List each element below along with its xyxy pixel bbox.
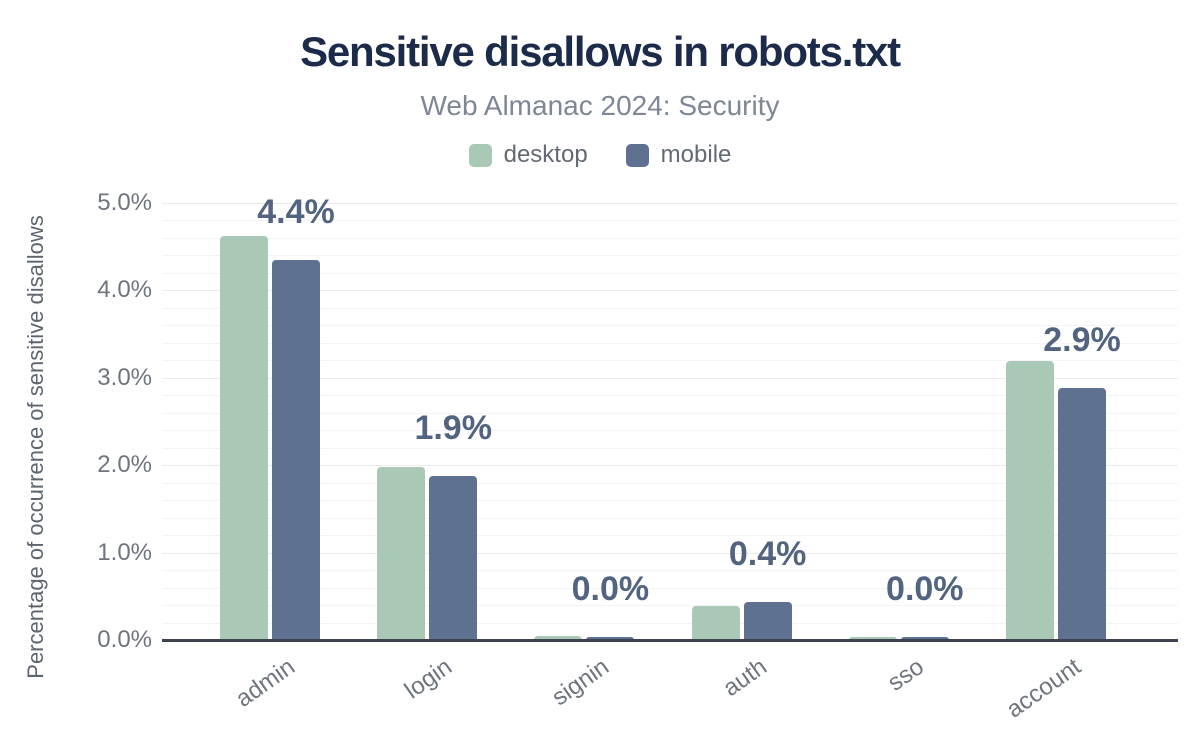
y-tick-label: 5.0% xyxy=(97,189,152,216)
x-label-account: account xyxy=(1001,653,1086,724)
value-label-signin: 0.0% xyxy=(571,570,650,609)
gridline-major xyxy=(162,465,1178,467)
gridline-major xyxy=(162,552,1178,554)
value-label-account: 2.9% xyxy=(1043,321,1121,360)
legend-item-desktop: desktop xyxy=(468,141,588,169)
bar-mobile-auth[interactable] xyxy=(743,601,792,640)
gridline-minor xyxy=(162,307,1178,309)
gridline-minor xyxy=(162,255,1178,257)
value-label-sso: 0.0% xyxy=(886,570,964,609)
legend: desktop mobile xyxy=(0,141,1200,169)
gridline-major xyxy=(162,377,1178,379)
x-label-login: login xyxy=(400,653,458,705)
gridline-minor xyxy=(162,447,1178,449)
x-label-admin: admin xyxy=(230,653,300,713)
legend-label-desktop: desktop xyxy=(503,141,588,168)
x-label-auth: auth xyxy=(717,653,772,703)
bar-desktop-signin[interactable] xyxy=(534,635,583,640)
x-axis-line xyxy=(162,639,1178,642)
bar-mobile-login[interactable] xyxy=(429,475,478,640)
y-tick-label: 4.0% xyxy=(97,276,152,304)
value-label-admin: 4.4% xyxy=(257,192,335,231)
x-label-sso: sso xyxy=(882,653,929,697)
legend-swatch-desktop-icon xyxy=(468,143,492,167)
bar-mobile-sso[interactable] xyxy=(900,637,949,640)
gridline-minor xyxy=(162,500,1178,502)
legend-swatch-mobile-icon xyxy=(625,143,649,167)
gridline-minor xyxy=(162,395,1178,397)
gridline-minor xyxy=(162,535,1178,537)
gridline-minor xyxy=(162,412,1178,414)
gridline-minor xyxy=(162,517,1178,519)
x-label-signin: signin xyxy=(547,653,615,712)
y-tick-label: 2.0% xyxy=(97,451,152,479)
chart-title: Sensitive disallows in robots.txt xyxy=(300,28,901,75)
gridline-major xyxy=(162,203,1178,204)
gridline-minor xyxy=(162,587,1178,589)
chart-subtitle: Web Almanac 2024: Security xyxy=(420,90,780,121)
gridline-minor xyxy=(162,360,1178,362)
gridline-minor xyxy=(162,272,1178,274)
gridline-minor xyxy=(162,570,1178,572)
value-label-auth: 0.4% xyxy=(728,534,807,573)
bar-mobile-account[interactable] xyxy=(1058,388,1106,640)
y-tick-label: 0.0% xyxy=(97,626,152,653)
gridline-minor xyxy=(162,220,1178,222)
y-tick-label: 3.0% xyxy=(97,363,152,391)
gridline-minor xyxy=(162,325,1178,327)
bar-desktop-auth[interactable] xyxy=(691,605,740,640)
gridline-minor xyxy=(162,430,1178,432)
gridline-minor xyxy=(162,237,1178,239)
bar-desktop-admin[interactable] xyxy=(220,236,268,640)
bar-desktop-account[interactable] xyxy=(1006,361,1054,640)
gridline-minor xyxy=(162,482,1178,484)
bar-mobile-admin[interactable] xyxy=(272,259,320,640)
legend-label-mobile: mobile xyxy=(660,141,732,168)
value-label-login: 1.9% xyxy=(414,408,492,447)
bar-mobile-signin[interactable] xyxy=(586,637,635,640)
bar-desktop-sso[interactable] xyxy=(848,637,897,640)
gridline-minor xyxy=(162,622,1178,624)
legend-item-mobile: mobile xyxy=(625,141,732,169)
y-tick-label: 1.0% xyxy=(97,538,152,566)
bar-desktop-login[interactable] xyxy=(377,466,426,640)
gridline-minor xyxy=(162,342,1178,344)
gridline-minor xyxy=(162,605,1178,607)
gridline-major xyxy=(162,290,1178,292)
